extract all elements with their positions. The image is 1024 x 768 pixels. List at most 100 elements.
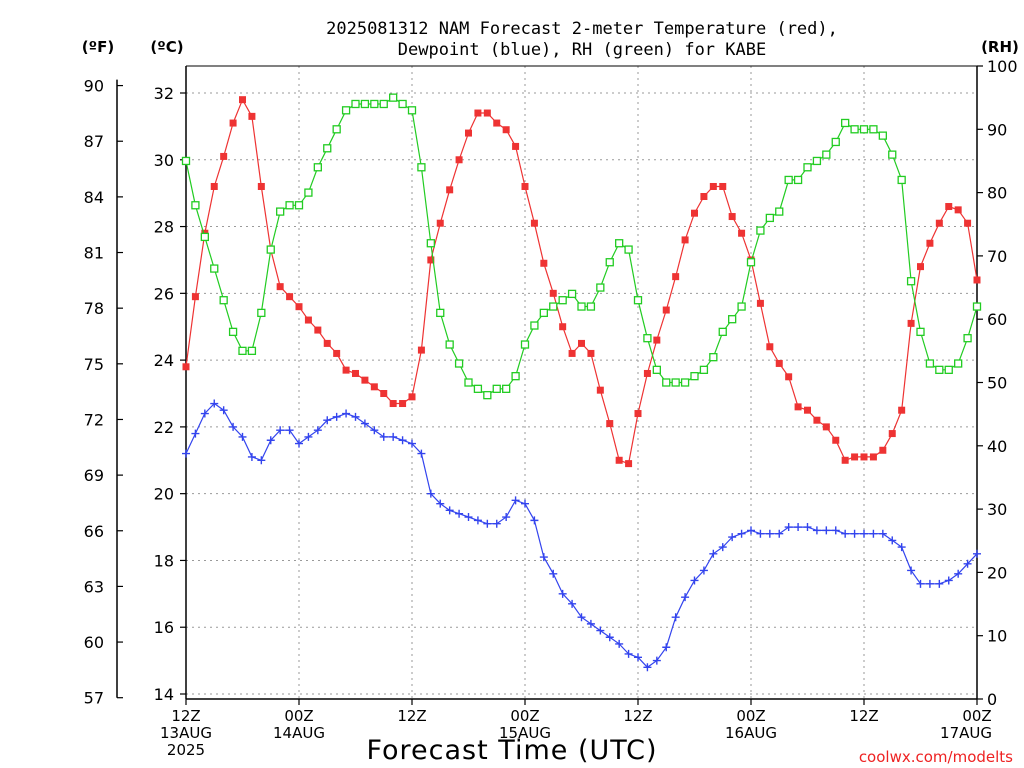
rh-tick-label: 80: [987, 184, 1007, 203]
data-point: [465, 129, 472, 137]
data-point: [916, 327, 925, 337]
data-point: [577, 613, 586, 622]
data-point: [596, 283, 605, 292]
data-point: [766, 343, 774, 351]
data-point: [907, 566, 916, 575]
data-point: [549, 569, 558, 578]
data-point: [549, 289, 557, 297]
data-point: [935, 579, 944, 588]
data-point: [822, 423, 830, 431]
data-point: [897, 543, 906, 552]
data-point: [248, 112, 256, 120]
plot-axes: 57 60 63 66 69 72 75 78 81 84 87 90 14 16 18 20 22 24 26 28…: [84, 57, 1018, 759]
data-point: [945, 203, 953, 211]
data-point: [935, 365, 944, 374]
data-point: [446, 186, 454, 194]
series-line: [185, 96, 978, 396]
data-point: [266, 245, 275, 254]
data-point: [445, 506, 454, 515]
data-point: [332, 412, 341, 421]
data-point: [888, 150, 897, 159]
data-point: [822, 526, 831, 535]
data-point: [568, 349, 576, 357]
data-point: [351, 99, 360, 109]
data-point: [351, 412, 360, 421]
data-point: [737, 302, 746, 311]
data-point: [850, 125, 859, 134]
data-point: [812, 156, 822, 166]
data-point: [285, 426, 294, 435]
data-point: [370, 383, 378, 391]
data-point: [841, 456, 849, 464]
celsius-tick-label: 28: [154, 218, 174, 237]
data-point: [803, 523, 812, 532]
data-point: [200, 232, 209, 242]
data-point: [822, 150, 831, 159]
data-point: [493, 119, 501, 127]
series-line: [185, 402, 978, 669]
celsius-axis-label: (ºC): [150, 38, 183, 56]
data-point: [681, 593, 690, 602]
data-point: [483, 109, 491, 117]
data-point: [709, 353, 718, 362]
fahrenheit-tick-label: 78: [84, 299, 104, 318]
data-point: [502, 384, 511, 393]
data-point: [191, 201, 200, 210]
data-point: [944, 576, 953, 585]
data-point: [257, 182, 265, 190]
time-tick-label: 00Z: [962, 707, 991, 725]
data-point: [605, 633, 614, 642]
data-point: [831, 526, 840, 535]
data-point: [247, 346, 257, 356]
celsius-tick-label: 22: [154, 418, 174, 437]
data-point: [738, 229, 746, 237]
data-point: [549, 302, 558, 311]
data-point: [266, 436, 275, 445]
series-2: [181, 93, 982, 400]
data-point: [756, 529, 765, 538]
time-tick-label: 14AUG: [273, 724, 325, 742]
fahrenheit-tick-label: 72: [84, 410, 104, 429]
data-point: [276, 426, 285, 435]
rh-tick-label: 70: [987, 247, 1007, 266]
data-point: [229, 119, 237, 127]
data-point: [954, 569, 963, 578]
data-point: [935, 219, 943, 227]
fahrenheit-tick-label: 63: [84, 577, 104, 596]
data-point: [323, 416, 332, 425]
data-point: [239, 96, 246, 104]
data-point: [577, 302, 586, 311]
celsius-tick-label: 20: [154, 485, 174, 504]
fahrenheit-tick-label: 90: [84, 77, 104, 96]
data-point: [746, 258, 756, 267]
data-point: [389, 400, 397, 408]
data-point: [295, 303, 303, 311]
data-point: [332, 125, 341, 134]
data-point: [831, 137, 840, 147]
data-point: [700, 193, 708, 201]
time-tick-label: 13AUG: [160, 724, 212, 742]
data-point: [399, 400, 407, 408]
data-point: [219, 406, 228, 415]
celsius-tick-label: 32: [154, 84, 174, 103]
data-point: [963, 334, 972, 343]
data-point: [625, 460, 633, 468]
series-1: [182, 399, 981, 672]
data-point: [408, 439, 416, 448]
data-point: [699, 365, 709, 374]
data-point: [436, 308, 445, 318]
data-point: [360, 419, 369, 428]
data-point: [530, 321, 539, 330]
data-point: [492, 519, 501, 528]
celsius-tick-label: 24: [154, 351, 174, 370]
data-point: [718, 327, 727, 337]
data-point: [973, 549, 981, 558]
data-point: [417, 346, 425, 354]
data-point: [925, 579, 934, 588]
fahrenheit-tick-label: 66: [84, 522, 104, 541]
data-point: [257, 308, 266, 318]
rh-tick-label: 40: [987, 437, 1007, 456]
data-point: [530, 219, 538, 227]
data-point: [398, 99, 407, 109]
rh-tick-label: 0: [987, 690, 997, 709]
